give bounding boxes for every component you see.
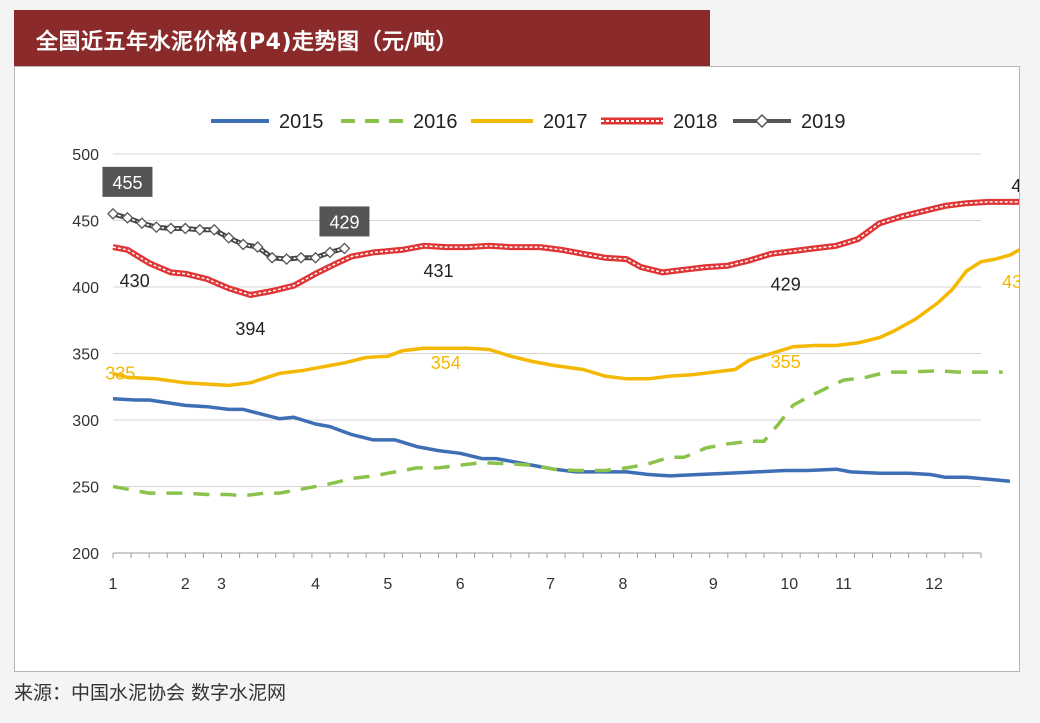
data-point-2019 xyxy=(295,251,307,264)
callout-box xyxy=(319,206,370,237)
source-note: 来源：中国水泥协会 数字水泥网 xyxy=(14,682,287,704)
x-tick-label: 3 xyxy=(217,576,226,593)
legend-label-2018: 2018 xyxy=(673,111,718,133)
y-tick-label: 450 xyxy=(72,214,99,231)
data-label: 430 xyxy=(120,271,150,291)
data-label: 394 xyxy=(235,319,265,339)
callout-label: 455 xyxy=(112,173,142,193)
callout-label: 429 xyxy=(329,212,359,232)
y-tick-label: 350 xyxy=(72,347,99,364)
data-point-2019 xyxy=(237,238,250,251)
x-tick-label: 9 xyxy=(709,576,718,593)
x-tick-label: 7 xyxy=(546,576,555,593)
data-point-2019 xyxy=(251,241,264,254)
data-point-2019 xyxy=(338,242,351,255)
data-label: 335 xyxy=(105,363,135,383)
x-tick-label: 6 xyxy=(456,576,465,593)
series-line-2018 xyxy=(112,198,1019,298)
legend-marker-2019 xyxy=(754,113,770,129)
y-tick-label: 300 xyxy=(72,413,99,430)
data-label: 354 xyxy=(431,353,461,373)
data-label: 464 xyxy=(1011,176,1019,196)
data-label: 355 xyxy=(771,352,801,372)
data-label: 429 xyxy=(771,274,801,294)
series-line-2015 xyxy=(112,396,1011,483)
legend-label-2016: 2016 xyxy=(413,111,458,133)
series-line-2016 xyxy=(112,369,1003,498)
data-point-2019 xyxy=(136,217,148,230)
data-point-2019 xyxy=(179,222,192,235)
data-label: 431 xyxy=(423,261,453,281)
data-point-2019 xyxy=(309,251,322,264)
legend-label-2015: 2015 xyxy=(279,111,324,133)
data-point-2019 xyxy=(193,223,206,236)
data-point-2019 xyxy=(280,253,293,265)
data-point-2019 xyxy=(266,251,279,264)
data-point-2019 xyxy=(150,221,163,234)
data-point-2019 xyxy=(208,223,221,236)
x-tick-label: 4 xyxy=(311,576,320,593)
x-tick-label: 1 xyxy=(109,576,118,593)
x-tick-label: 11 xyxy=(835,576,852,593)
legend-label-2017: 2017 xyxy=(543,111,588,133)
callout-box xyxy=(102,166,153,197)
series-line-inner-2018 xyxy=(112,201,1019,296)
chart-panel: 200 250 300 350 400 450 500 1 2 3 4 5 6 7 8 9 10 11 12 2015… xyxy=(14,66,1020,672)
data-point-2019 xyxy=(222,231,235,244)
legend-label-2019: 2019 xyxy=(801,111,846,133)
y-tick-label: 500 xyxy=(72,147,99,164)
y-tick-label: 400 xyxy=(72,280,99,297)
y-tick-label: 200 xyxy=(72,546,99,563)
y-tick-label: 250 xyxy=(72,480,99,497)
x-tick-label: 10 xyxy=(780,576,798,593)
x-tick-label: 12 xyxy=(925,576,943,593)
series-line-2017 xyxy=(112,248,1019,388)
x-tick-label: 2 xyxy=(181,576,190,593)
chart-title: 全国近五年水泥价格(P4)走势图（元/吨） xyxy=(36,30,459,55)
data-label: 430 xyxy=(1002,272,1019,292)
data-point-2019 xyxy=(121,211,134,224)
x-tick-label: 5 xyxy=(383,576,392,593)
data-point-2019 xyxy=(324,246,336,259)
data-point-2019 xyxy=(107,207,119,220)
data-point-2019 xyxy=(164,222,177,235)
x-tick-label: 8 xyxy=(618,576,627,593)
title-banner: 全国近五年水泥价格(P4)走势图（元/吨） xyxy=(14,10,710,68)
